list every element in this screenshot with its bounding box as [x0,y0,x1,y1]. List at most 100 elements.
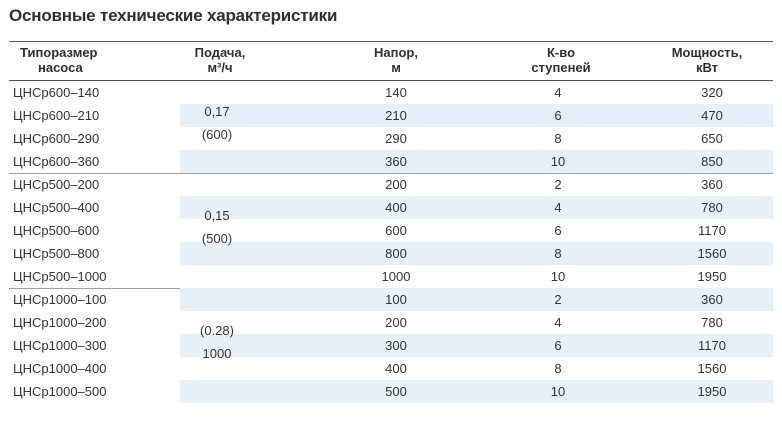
cell-head: 200 [385,177,407,192]
table-row: ЦНСр500–200 200 2 360 [9,173,773,196]
flow-line: 0,17 [204,104,230,119]
table-row: ЦНСр1000–500 500 10 1950 [9,380,773,403]
header-top-rule [9,41,773,42]
column-header-model: Типоразмер насоса [14,45,124,81]
table-row: ЦНСр500–600 600 6 1170 [9,219,773,242]
cell-model: ЦНСр600–360 [13,154,100,169]
table-row: ЦНСр600–290 290 8 650 [9,127,773,150]
row-stripe [180,334,773,357]
cell-stages: 8 [554,361,562,376]
row-stripe [180,380,773,403]
header-model-line2: насоса [38,60,83,75]
cell-power: 1560 [697,246,727,261]
cell-head: 400 [385,361,407,376]
cell-model: ЦНСр500–200 [13,177,100,192]
cell-model: ЦНСр500–1000 [13,269,107,284]
cell-head: 290 [385,131,407,146]
table-row: ЦНСр1000–200 200 4 780 [9,311,773,334]
cell-head: 500 [385,384,407,399]
table-row: ЦНСр600–210 210 6 470 [9,104,773,127]
cell-model: ЦНСр1000–300 [13,338,107,353]
table-row: ЦНСр500–800 800 8 1560 [9,242,773,265]
cell-head: 210 [385,108,407,123]
cell-stages: 4 [554,200,562,215]
flow-line: (0.28) [200,322,234,338]
cell-model: ЦНСр600–210 [13,108,100,123]
cell-power: 780 [701,315,723,330]
cell-head: 200 [385,315,407,330]
header-bottom-rule [9,80,773,81]
cell-model: ЦНСр500–800 [13,246,100,261]
cell-head: 360 [385,154,407,169]
row-stripe [180,196,773,219]
cell-model: ЦНСр500–400 [13,200,100,215]
table-row: ЦНСр500–400 400 4 780 [9,196,773,219]
cell-model: ЦНСр600–140 [13,85,100,100]
cell-power: 1560 [697,361,727,376]
column-header-stages: К-во ступеней [516,45,606,81]
cell-stages: 10 [550,154,566,169]
table-row: ЦНСр1000–300 300 6 1170 [9,334,773,357]
cell-power: 1950 [697,269,727,284]
flow-line: 0,15 [204,207,230,223]
header-model-line1: Типоразмер [20,45,98,60]
cell-model: ЦНСр1000–100 [13,292,107,307]
cell-model: ЦНСр1000–500 [13,384,107,399]
cell-model: ЦНСр500–600 [13,223,100,238]
cell-power: 780 [701,200,723,215]
cell-stages: 10 [550,384,566,399]
cell-head: 1000 [381,269,411,284]
header-stages-line2: ступеней [531,60,591,75]
cell-head: 600 [385,223,407,238]
cell-stages: 6 [554,108,562,123]
cell-stages: 10 [550,269,566,284]
cell-model: ЦНСр1000–400 [13,361,107,376]
cell-head: 800 [385,246,407,261]
cell-stages: 6 [554,338,562,353]
group-separator [9,173,773,174]
column-header-power: Мощность, кВт [657,45,757,81]
cell-flow-group: 0,15 (500) [180,204,254,250]
cell-power: 1950 [697,384,727,399]
cell-stages: 8 [554,131,562,146]
header-head-line1: Напор, [374,45,418,60]
header-flow-line1: Подача, [194,45,246,60]
cell-flow-group: (0.28) 1000 [180,319,254,365]
cell-stages: 6 [554,223,562,238]
cell-power: 1170 [698,223,726,238]
header-power-line2: кВт [695,60,719,75]
cell-stages: 4 [554,85,562,100]
flow-line: 1000 [202,345,232,361]
cell-stages: 2 [554,292,562,307]
header-head-line2: м [391,60,401,75]
cell-flow-group: 0,17 (600) [180,100,254,146]
cell-head: 100 [385,292,407,307]
header-power-line1: Мощность, [671,45,743,60]
cell-power: 470 [701,108,723,123]
cell-stages: 4 [554,315,562,330]
table-row: ЦНСр600–360 360 10 850 [9,150,773,173]
flow-line: (600) [201,127,233,142]
cell-model: ЦНСр600–290 [13,131,100,146]
cell-head: 400 [385,200,407,215]
row-stripe [180,150,773,173]
cell-power: 360 [701,292,723,307]
cell-head: 300 [385,338,407,353]
table-row: ЦНСр500–1000 1000 10 1950 [9,265,773,288]
cell-power: 1170 [698,338,726,353]
column-header-flow: Подача, м³/ч [185,45,255,81]
row-stripe [180,242,773,265]
flow-line: (500) [201,230,233,246]
column-header-head: Напор, м [361,45,431,81]
table-row: ЦНСр1000–400 400 8 1560 [9,357,773,380]
row-stripe [180,288,773,311]
cell-head: 140 [385,85,407,100]
cell-stages: 8 [554,246,562,261]
page-title: Основные технические характеристики [9,6,338,25]
header-flow-line2: м³/ч [207,60,233,75]
cell-power: 360 [701,177,723,192]
cell-power: 850 [701,154,723,169]
table-row: ЦНСр600–140 140 4 320 [9,81,773,104]
table-row: ЦНСр1000–100 100 2 360 [9,288,773,311]
cell-stages: 2 [554,177,562,192]
